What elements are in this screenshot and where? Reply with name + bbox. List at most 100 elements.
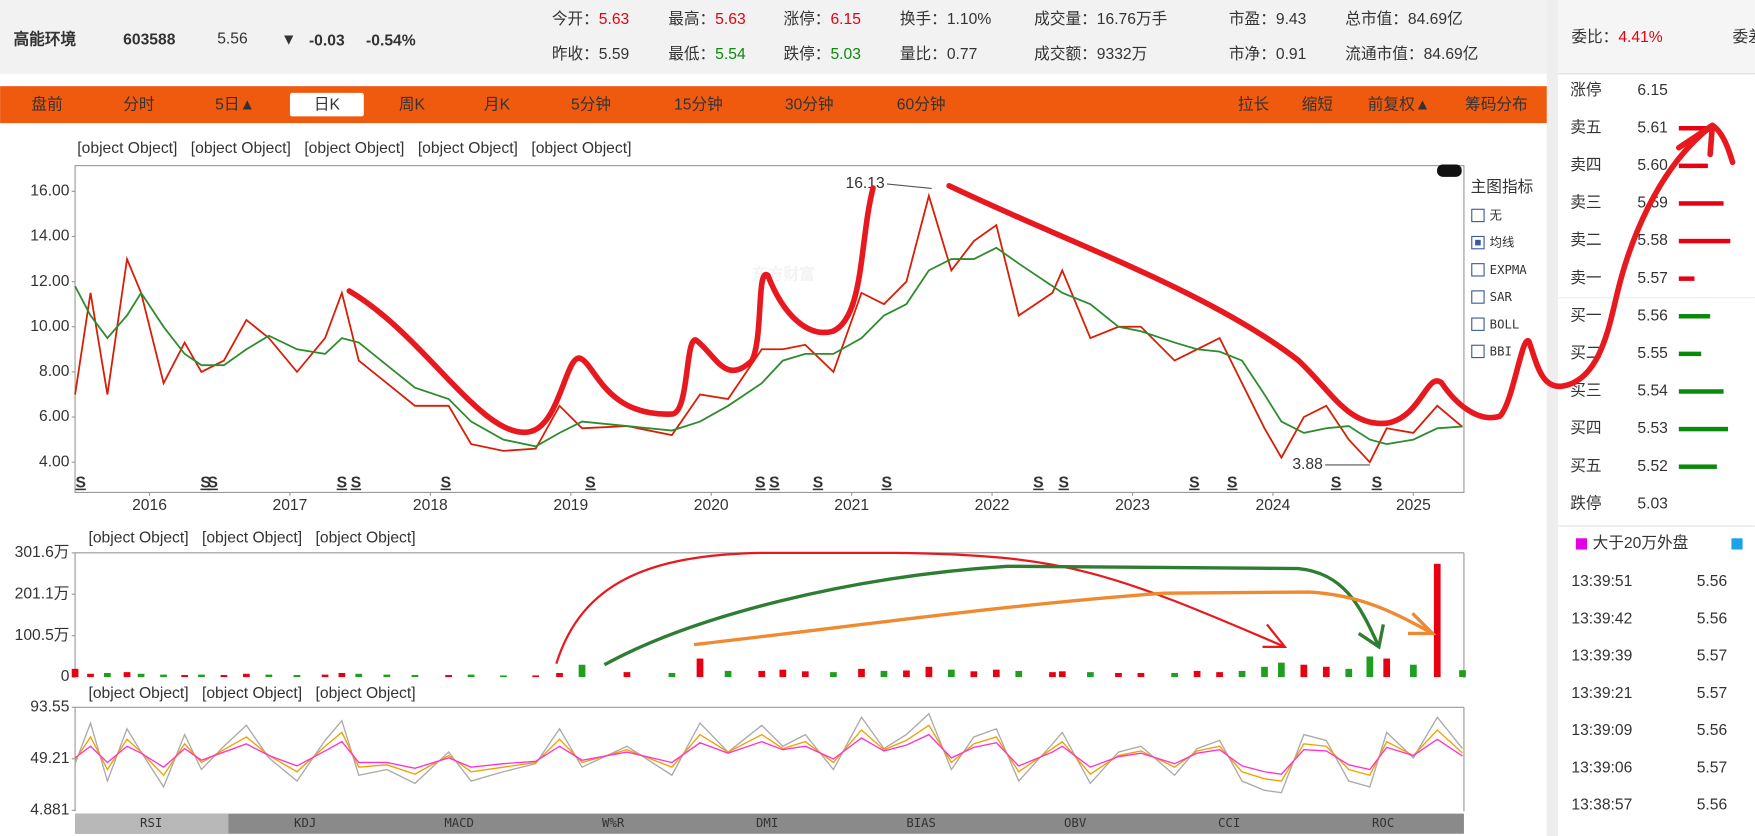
- order-price: 5.61: [1637, 119, 1667, 136]
- freehand-curve: [346, 185, 876, 435]
- toolbar-item[interactable]: 15分钟: [674, 95, 723, 113]
- series-line: [74, 712, 1463, 794]
- diff-label: 委差: [1733, 28, 1755, 46]
- stat: 今开：5.63: [552, 10, 630, 28]
- order-size-bar: [1678, 201, 1724, 206]
- checkbox-mark: [1475, 239, 1481, 246]
- stat-value: 5.54: [715, 46, 746, 63]
- scribble: [1437, 164, 1462, 177]
- toolbar-item[interactable]: 分时: [123, 95, 155, 113]
- volume-bar: [1058, 671, 1066, 678]
- trade-time: 13:39:21: [1571, 685, 1632, 702]
- volume-bar: [1238, 670, 1246, 678]
- tab-bar: [75, 813, 1464, 834]
- y-tick-label: 201.1万: [15, 585, 70, 602]
- order-price: 5.56: [1637, 307, 1668, 324]
- volume-bar: [1049, 672, 1056, 678]
- volume-bar: [970, 671, 978, 678]
- order-size-bar: [1678, 238, 1731, 244]
- stat: 换手：1.10%: [900, 10, 991, 28]
- order-size-bar: [1678, 126, 1707, 131]
- volume-bar: [181, 675, 188, 678]
- indicator-tab[interactable]: W%R: [602, 816, 625, 830]
- y-tick-label: 93.55: [30, 698, 69, 715]
- order-price: 5.53: [1637, 420, 1668, 437]
- trade-time: 13:39:06: [1571, 759, 1632, 776]
- toolbar-item[interactable]: 前复权▲: [1368, 95, 1430, 113]
- stat: 流通市值：84.69亿: [1345, 45, 1478, 63]
- series-line: [74, 192, 1464, 464]
- toolbar-item[interactable]: 月K: [484, 96, 511, 113]
- legend-entry: [object Object]: [89, 685, 189, 702]
- toolbar-item[interactable]: 5分钟: [571, 95, 611, 113]
- legend-swatch: [1575, 538, 1588, 550]
- volume-bar: [801, 671, 809, 678]
- stat-value: 5.59: [599, 46, 629, 63]
- order-price: 5.55: [1637, 345, 1668, 362]
- order-price: 5.57: [1637, 270, 1667, 287]
- checkbox[interactable]: [1471, 290, 1485, 304]
- indicator-option[interactable]: SAR: [1490, 290, 1513, 304]
- order-label: 买一: [1570, 306, 1602, 324]
- toolbar-item[interactable]: 日K: [314, 96, 341, 113]
- volume-bar: [696, 658, 704, 678]
- y-tick-label: 4.881: [30, 801, 69, 818]
- y-tick-label: 12.00: [30, 273, 69, 290]
- series-line: [74, 246, 1463, 448]
- toolbar-item[interactable]: 拉长: [1238, 95, 1270, 113]
- freehand-annotations: [346, 122, 1736, 435]
- legend-entry: [object Object]: [191, 140, 291, 157]
- indicator-tab[interactable]: OBV: [1064, 816, 1087, 830]
- volume-bar: [1322, 666, 1330, 678]
- indicator-option[interactable]: EXPMA: [1490, 263, 1528, 277]
- x-tick-label: 2018: [413, 497, 448, 514]
- indicator-tab[interactable]: BIAS: [906, 816, 936, 830]
- volume-bar: [123, 672, 131, 678]
- toolbar-item[interactable]: 盘前: [31, 94, 62, 113]
- signal-marker: S: [1033, 475, 1043, 492]
- signal-marker: S: [755, 475, 765, 492]
- indicator-tab[interactable]: RSI: [140, 816, 162, 830]
- signal-marker: S: [207, 475, 217, 492]
- checkbox[interactable]: [1471, 344, 1485, 359]
- stat-value: 16.76万手: [1097, 10, 1168, 28]
- ratio-value: 4.41%: [1618, 29, 1662, 46]
- signal-marker: S: [351, 475, 361, 492]
- indicator-tab[interactable]: MACD: [444, 816, 474, 830]
- toolbar-item[interactable]: 60分钟: [897, 95, 946, 113]
- indicator-tab[interactable]: KDJ: [294, 816, 316, 830]
- toolbar-item[interactable]: 筹码分布: [1465, 95, 1528, 113]
- order-size-bar: [1678, 163, 1708, 169]
- toolbar-item[interactable]: 缩短: [1302, 95, 1333, 113]
- checkbox[interactable]: [1471, 263, 1485, 277]
- y-tick-label: 6.00: [39, 408, 70, 425]
- volume-bar: [992, 669, 1000, 678]
- indicator-tab[interactable]: DMI: [756, 816, 778, 830]
- signal-marker: S: [882, 475, 892, 492]
- indicator-tab[interactable]: CCI: [1218, 816, 1240, 830]
- toolbar-item[interactable]: 周K: [399, 96, 426, 113]
- indicator-tab[interactable]: ROC: [1372, 816, 1394, 830]
- volume-bar: [758, 670, 766, 678]
- volume-bar: [411, 675, 419, 678]
- order-label: 买二: [1570, 344, 1601, 362]
- checkbox[interactable]: [1471, 208, 1485, 223]
- indicator-option[interactable]: BOLL: [1490, 317, 1520, 331]
- price-annotation: 3.88: [1292, 456, 1323, 473]
- stat: 成交量：16.76万手: [1034, 10, 1167, 28]
- x-tick-label: 2019: [553, 497, 588, 514]
- indicator-option[interactable]: 均线: [1490, 236, 1515, 250]
- toolbar-item[interactable]: 30分钟: [785, 95, 834, 113]
- stat-label: 市净：: [1229, 45, 1276, 63]
- indicator-option[interactable]: BBI: [1490, 344, 1512, 358]
- order-size-bar: [1678, 389, 1724, 394]
- checkbox[interactable]: [1471, 317, 1485, 331]
- stat-label: 今开：: [552, 10, 599, 28]
- annotation-arrow: [886, 183, 932, 189]
- legend-swatch: [1731, 538, 1743, 550]
- indicator-option[interactable]: 无: [1490, 208, 1502, 222]
- toolbar-item[interactable]: 5日▲: [215, 96, 255, 113]
- stat-label: 总市值：: [1345, 10, 1408, 28]
- volume-bar: [1137, 672, 1145, 678]
